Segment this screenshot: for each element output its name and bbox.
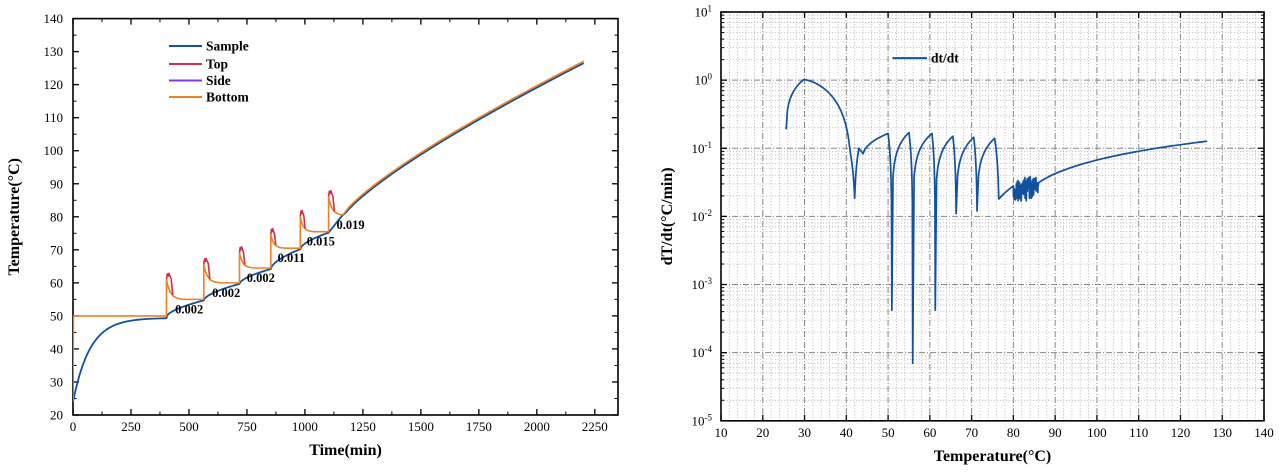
- svg-text:70: 70: [965, 425, 978, 440]
- svg-text:250: 250: [121, 419, 141, 434]
- svg-text:0.002: 0.002: [175, 302, 203, 316]
- svg-text:0.002: 0.002: [212, 286, 240, 300]
- svg-text:Bottom: Bottom: [206, 90, 249, 105]
- svg-text:50: 50: [882, 425, 895, 440]
- svg-text:dT/dt(°C/min): dT/dt(°C/min): [659, 167, 676, 265]
- svg-text:80: 80: [50, 209, 63, 224]
- svg-text:Side: Side: [206, 73, 231, 88]
- svg-text:60: 60: [50, 275, 63, 290]
- svg-text:2000: 2000: [524, 419, 550, 434]
- svg-text:1250: 1250: [350, 419, 376, 434]
- svg-text:30: 30: [50, 374, 63, 389]
- svg-text:1750: 1750: [466, 419, 492, 434]
- svg-text:130: 130: [1212, 425, 1232, 440]
- svg-text:Sample: Sample: [206, 39, 249, 54]
- svg-text:1500: 1500: [408, 419, 434, 434]
- svg-text:60: 60: [923, 425, 936, 440]
- svg-text:0.002: 0.002: [247, 271, 275, 285]
- svg-text:500: 500: [179, 419, 199, 434]
- svg-text:1000: 1000: [292, 419, 318, 434]
- svg-text:120: 120: [1171, 425, 1191, 440]
- svg-text:Temperature(°C): Temperature(°C): [6, 158, 23, 275]
- svg-text:80: 80: [1007, 425, 1020, 440]
- svg-text:0.019: 0.019: [337, 218, 365, 232]
- svg-text:40: 40: [840, 425, 853, 440]
- svg-text:120: 120: [44, 77, 64, 92]
- svg-text:90: 90: [1049, 425, 1062, 440]
- svg-text:dt/dt: dt/dt: [931, 51, 959, 66]
- svg-text:130: 130: [44, 44, 64, 59]
- svg-text:750: 750: [237, 419, 257, 434]
- svg-text:0.011: 0.011: [278, 251, 305, 265]
- svg-text:30: 30: [798, 425, 811, 440]
- svg-text:20: 20: [50, 408, 63, 423]
- svg-text:0: 0: [70, 419, 77, 434]
- svg-text:20: 20: [756, 425, 769, 440]
- svg-text:Temperature(°C): Temperature(°C): [934, 448, 1051, 465]
- svg-text:140: 140: [44, 11, 64, 26]
- svg-text:110: 110: [1129, 425, 1148, 440]
- svg-text:110: 110: [44, 110, 63, 125]
- svg-text:10: 10: [715, 425, 728, 440]
- svg-text:2250: 2250: [582, 419, 608, 434]
- svg-text:Time(min): Time(min): [309, 442, 382, 459]
- svg-text:40: 40: [50, 341, 63, 356]
- svg-text:0.015: 0.015: [307, 235, 335, 249]
- svg-text:100: 100: [1087, 425, 1107, 440]
- svg-text:90: 90: [50, 176, 63, 191]
- svg-text:140: 140: [1254, 425, 1274, 440]
- svg-text:100: 100: [44, 143, 64, 158]
- svg-text:50: 50: [50, 308, 63, 323]
- svg-text:Top: Top: [206, 57, 228, 72]
- svg-text:70: 70: [50, 242, 63, 257]
